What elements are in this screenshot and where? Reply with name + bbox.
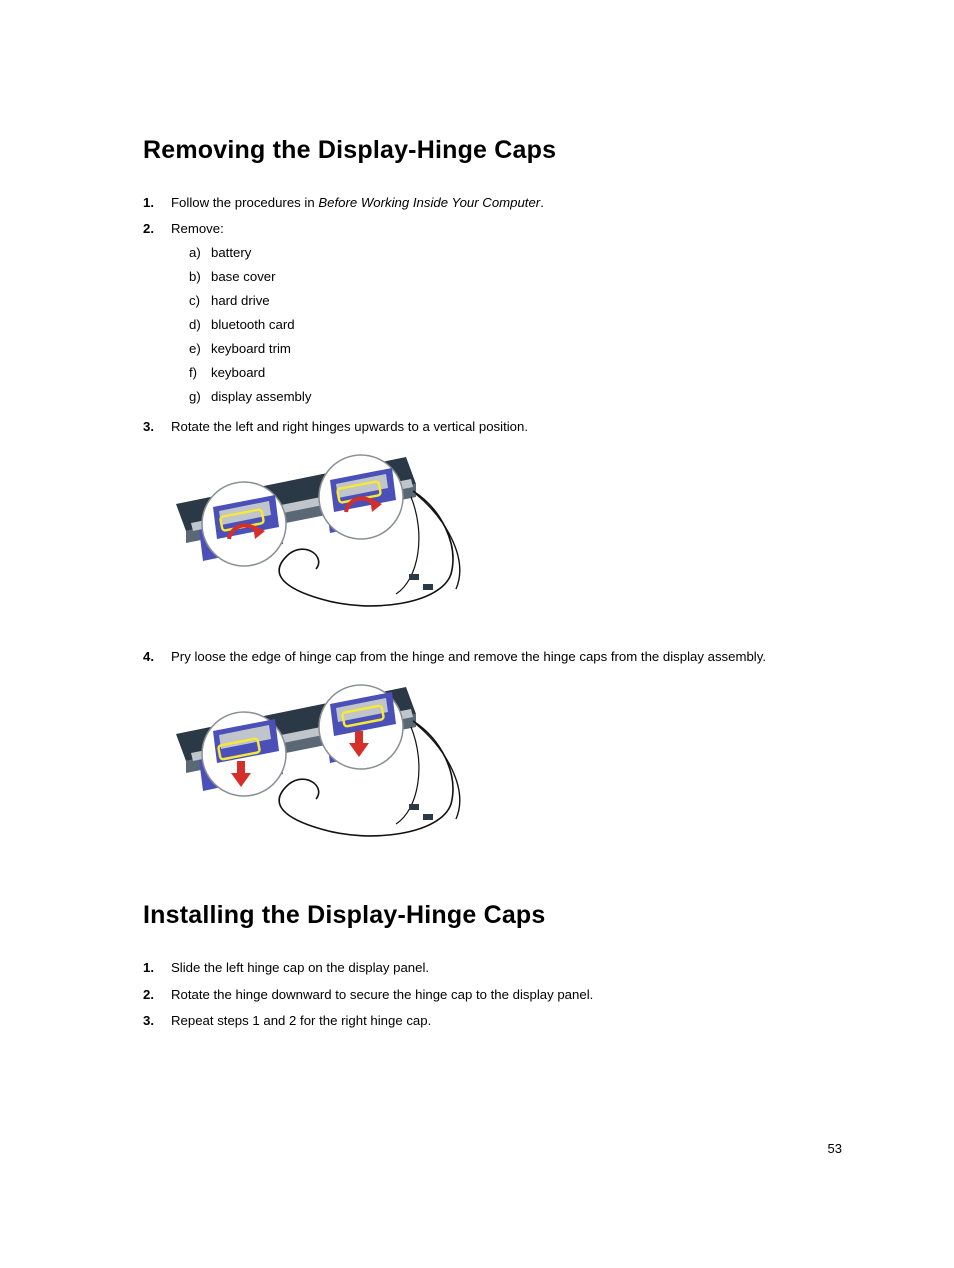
removing-steps: 1. Follow the procedures in Before Worki… (143, 193, 842, 437)
step2-text: Remove: (171, 221, 224, 236)
hinge-remove-illustration-icon (171, 679, 471, 859)
sublist-item: g)display assembly (189, 387, 842, 407)
page-number: 53 (828, 1141, 842, 1156)
installing-steps: 1. Slide the left hinge cap on the displ… (143, 958, 842, 1031)
sublist-letter: a) (189, 243, 211, 263)
sublist-item: a)battery (189, 243, 842, 263)
step-number: 3. (143, 417, 171, 437)
step-text: Pry loose the edge of hinge cap from the… (171, 647, 842, 667)
install-step-2: 2. Rotate the hinge downward to secure t… (143, 985, 842, 1005)
sublist-letter: c) (189, 291, 211, 311)
step-text: Rotate the left and right hinges upwards… (171, 417, 842, 437)
section-title-removing: Removing the Display-Hinge Caps (143, 136, 842, 165)
step1-prefix: Follow the procedures in (171, 195, 318, 210)
step-number: 3. (143, 1011, 171, 1031)
step-text: Repeat steps 1 and 2 for the right hinge… (171, 1011, 842, 1031)
step-number: 1. (143, 958, 171, 978)
sublist-letter: b) (189, 267, 211, 287)
sublist-item: c)hard drive (189, 291, 842, 311)
step-1: 1. Follow the procedures in Before Worki… (143, 193, 842, 213)
sublist-item: b)base cover (189, 267, 842, 287)
step-text: Remove: a)battery b)base cover c)hard dr… (171, 219, 842, 410)
sublist-text: hard drive (211, 291, 270, 311)
sublist-text: bluetooth card (211, 315, 295, 335)
step1-suffix: . (540, 195, 544, 210)
removing-steps-cont: 4. Pry loose the edge of hinge cap from … (143, 647, 842, 667)
sublist-text: battery (211, 243, 251, 263)
step-number: 4. (143, 647, 171, 667)
sublist-letter: d) (189, 315, 211, 335)
sublist-text: base cover (211, 267, 276, 287)
sublist-item: d)bluetooth card (189, 315, 842, 335)
hinge-rotate-illustration-icon (171, 449, 471, 629)
step-number: 2. (143, 219, 171, 410)
section-title-installing: Installing the Display-Hinge Caps (143, 901, 842, 930)
figure-remove-caps (171, 679, 842, 859)
sublist-letter: e) (189, 339, 211, 359)
remove-sublist: a)battery b)base cover c)hard drive d)bl… (171, 243, 842, 407)
step-text: Follow the procedures in Before Working … (171, 193, 842, 213)
step-text: Rotate the hinge downward to secure the … (171, 985, 842, 1005)
step-3: 3. Rotate the left and right hinges upwa… (143, 417, 842, 437)
document-page: Removing the Display-Hinge Caps 1. Follo… (0, 0, 954, 1032)
step-2: 2. Remove: a)battery b)base cover c)hard… (143, 219, 842, 410)
sublist-letter: f) (189, 363, 211, 383)
sublist-text: display assembly (211, 387, 311, 407)
step-4: 4. Pry loose the edge of hinge cap from … (143, 647, 842, 667)
step-text: Slide the left hinge cap on the display … (171, 958, 842, 978)
install-step-3: 3. Repeat steps 1 and 2 for the right hi… (143, 1011, 842, 1031)
sublist-letter: g) (189, 387, 211, 407)
sublist-text: keyboard (211, 363, 265, 383)
sublist-text: keyboard trim (211, 339, 291, 359)
figure-rotate-hinges (171, 449, 842, 629)
step1-italic: Before Working Inside Your Computer (318, 195, 540, 210)
step-number: 2. (143, 985, 171, 1005)
install-step-1: 1. Slide the left hinge cap on the displ… (143, 958, 842, 978)
sublist-item: f)keyboard (189, 363, 842, 383)
sublist-item: e)keyboard trim (189, 339, 842, 359)
step-number: 1. (143, 193, 171, 213)
